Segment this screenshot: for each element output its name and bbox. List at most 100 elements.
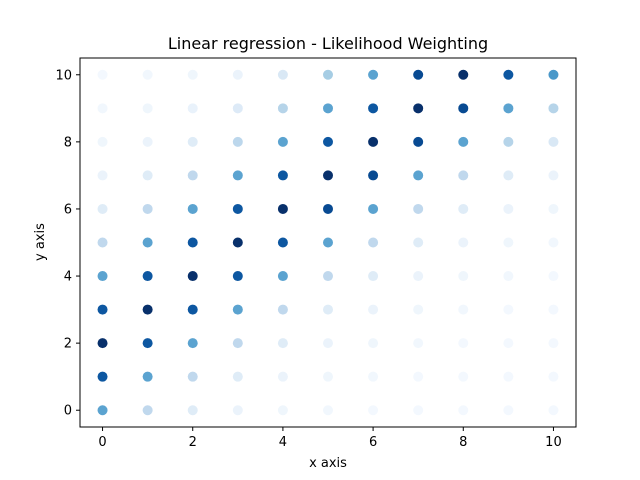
scatter-point [97,103,108,114]
scatter-point [413,304,424,315]
scatter-point [323,69,333,80]
scatter-point [323,405,333,416]
scatter-point [458,371,469,382]
scatter-point [548,371,559,382]
scatter-point [548,203,559,214]
scatter-point [323,103,333,114]
scatter-point [323,304,333,315]
scatter-point [323,338,333,349]
scatter-point [97,271,108,282]
x-axis-label: x axis [309,456,347,471]
points-layer [97,69,559,416]
scatter-point [187,103,198,114]
scatter-point [232,405,243,416]
scatter-point [323,203,333,214]
scatter-point [458,271,469,282]
scatter-point [323,136,333,147]
scatter-point [503,203,514,214]
scatter-point [548,170,559,181]
scatter-point [548,136,559,147]
scatter-point [232,103,243,114]
y-tick-label: 6 [64,202,72,217]
scatter-point [232,136,243,147]
scatter-point [187,304,198,315]
scatter-point [97,338,108,349]
scatter-point [187,170,198,181]
scatter-point [142,103,153,114]
scatter-point [323,271,333,282]
scatter-point [503,338,514,349]
scatter-point [548,103,559,114]
scatter-point [187,69,198,80]
scatter-point [503,69,514,80]
chart-title: Linear regression - Likelihood Weighting [168,34,488,53]
scatter-point [503,371,514,382]
scatter-point [232,371,243,382]
scatter-point [277,237,288,248]
scatter-point [503,136,514,147]
scatter-point [97,304,108,315]
y-tick-label: 10 [55,68,72,83]
x-tick-label: 10 [545,435,562,450]
scatter-point [187,371,198,382]
scatter-point [277,271,288,282]
scatter-point [232,170,243,181]
scatter-point [277,69,288,80]
x-tick-label: 4 [279,435,287,450]
scatter-point [368,338,379,349]
scatter-point [142,271,153,282]
x-tick-label: 0 [98,435,106,450]
scatter-point [413,371,424,382]
scatter-point [413,136,424,147]
scatter-point [413,170,424,181]
y-ticks: 0 2 4 6 8 10 [55,68,80,419]
scatter-point [503,271,514,282]
y-axis-label: y axis [33,223,48,261]
scatter-point [413,338,424,349]
plot-frame [79,57,577,428]
scatter-point [458,103,469,114]
scatter-point [277,304,288,315]
scatter-point [142,405,153,416]
scatter-point [458,69,469,80]
y-tick-label: 0 [64,404,72,419]
scatter-point [503,237,514,248]
scatter-point [97,405,108,416]
scatter-point [232,271,243,282]
scatter-point [187,338,198,349]
scatter-point [232,338,243,349]
scatter-point [97,237,108,248]
scatter-point [187,405,198,416]
scatter-point [277,371,288,382]
scatter-point [548,304,559,315]
scatter-point [548,69,559,80]
scatter-point [323,371,333,382]
y-tick-label: 2 [64,337,72,352]
scatter-point [458,304,469,315]
scatter-point [368,304,379,315]
scatter-point [187,237,198,248]
scatter-point [232,237,243,248]
scatter-point [413,203,424,214]
scatter-point [368,203,379,214]
scatter-point [277,170,288,181]
x-tick-label: 6 [369,435,377,450]
scatter-point [277,103,288,114]
y-tick-label: 4 [64,270,72,285]
scatter-point [413,69,424,80]
scatter-point [277,405,288,416]
x-tick-label: 8 [459,435,467,450]
scatter-point [142,371,153,382]
scatter-point [142,170,153,181]
scatter-point [97,69,108,80]
scatter-point [323,170,333,181]
scatter-point [368,103,379,114]
scatter-point [97,203,108,214]
scatter-point [458,237,469,248]
scatter-point [368,136,379,147]
scatter-point [413,271,424,282]
scatter-point [503,405,514,416]
scatter-point [548,338,559,349]
